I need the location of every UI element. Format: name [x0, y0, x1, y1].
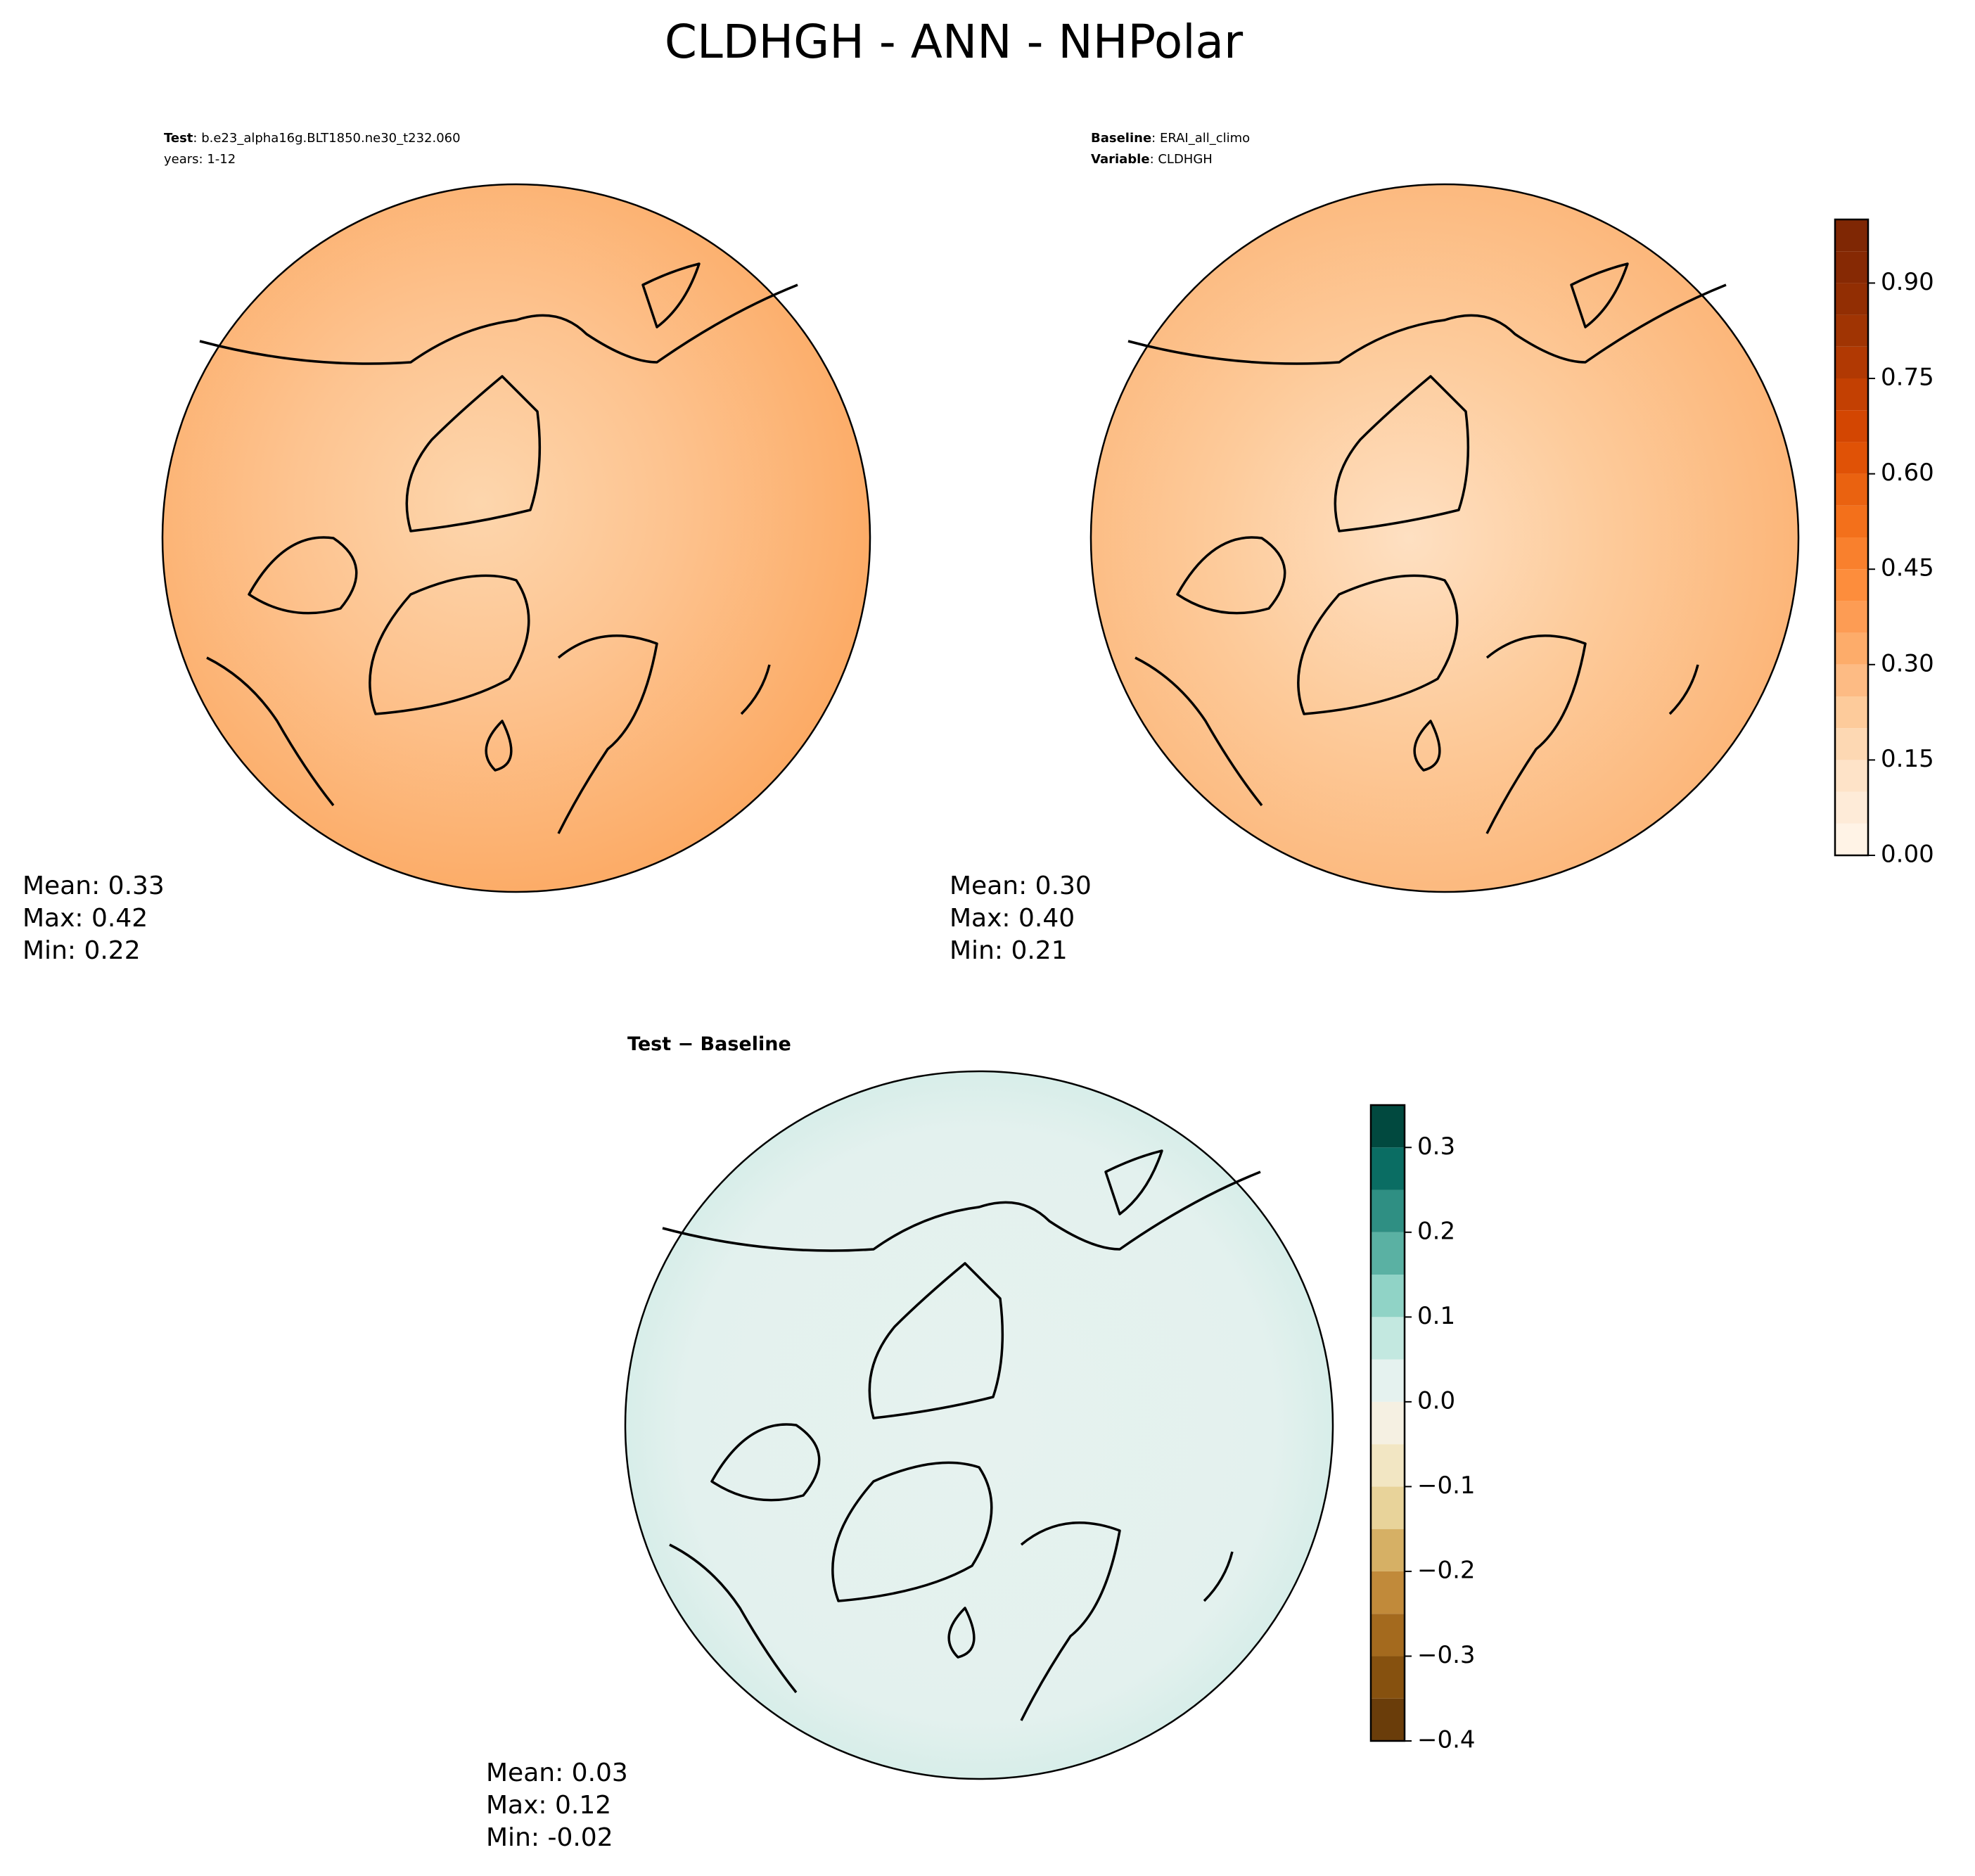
stat-line: Min: -0.02 — [486, 1823, 613, 1852]
colorbar-band — [1371, 1444, 1405, 1487]
colorbar-band — [1835, 632, 1868, 665]
colorbar-band — [1371, 1529, 1405, 1571]
colorbar-tick-label: −0.1 — [1417, 1472, 1476, 1500]
colorbar-band — [1835, 442, 1868, 474]
colorbar-band — [1371, 1275, 1405, 1317]
colorbar-tick-label: 0.00 — [1881, 841, 1934, 869]
colorbar-band — [1371, 1147, 1405, 1190]
stat-line: Mean: 0.03 — [486, 1759, 628, 1787]
panel-header: Variable: CLDHGH — [1091, 152, 1213, 167]
header-label: Variable — [1091, 152, 1150, 167]
colorbar-tick-label: 0.90 — [1881, 268, 1934, 296]
colorbar-tick-label: 0.30 — [1881, 649, 1934, 677]
colorbar-band — [1371, 1105, 1405, 1148]
colorbar-band — [1371, 1232, 1405, 1275]
colorbar-band — [1371, 1359, 1405, 1402]
colorbar-band — [1835, 537, 1868, 570]
colorbar-band — [1835, 664, 1868, 696]
colorbar-band — [1835, 410, 1868, 442]
colorbar-band — [1835, 505, 1868, 537]
stat-line: Min: 0.21 — [950, 936, 1068, 965]
colorbar-tick-label: 0.3 — [1417, 1132, 1455, 1161]
colorbar-tick-label: 0.1 — [1417, 1302, 1455, 1330]
colorbar-tick-label: −0.4 — [1417, 1726, 1476, 1754]
map-panel — [624, 1070, 1334, 1780]
colorbar-tick-label: 0.75 — [1881, 364, 1934, 392]
colorbar-band — [1835, 696, 1868, 729]
panel-header: Test: b.e23_alpha16g.BLT1850.ne30_t232.0… — [164, 131, 461, 146]
colorbar-tick-label: 0.15 — [1881, 745, 1934, 773]
colorbar-tick-label: 0.60 — [1881, 459, 1934, 487]
colorbar-band — [1835, 378, 1868, 411]
colorbar-tick-label: 0.0 — [1417, 1386, 1455, 1415]
colorbar-band — [1835, 823, 1868, 855]
stat-line: Max: 0.42 — [23, 904, 148, 933]
panel-header: Test − Baseline — [627, 1033, 791, 1055]
colorbar-band — [1835, 251, 1868, 283]
stat-line: Mean: 0.30 — [950, 872, 1092, 900]
map-disc — [624, 1070, 1334, 1780]
stat-line: Mean: 0.33 — [23, 872, 165, 900]
colorbar-tick-label: 0.45 — [1881, 554, 1934, 582]
colorbar-tick-label: 0.2 — [1417, 1217, 1455, 1245]
colorbar-band — [1835, 346, 1868, 378]
colorbar-band — [1835, 219, 1868, 252]
colorbar-band — [1371, 1614, 1405, 1657]
stat-line: Min: 0.22 — [23, 936, 141, 965]
colorbar-band — [1835, 473, 1868, 506]
map-panel — [161, 183, 871, 893]
colorbar-band — [1835, 314, 1868, 347]
header-label: Test — [164, 131, 193, 146]
panel-header: years: 1-12 — [164, 152, 236, 167]
colorbar-tick-label: −0.3 — [1417, 1641, 1476, 1669]
header-text: : ERAI_all_climo — [1151, 131, 1250, 146]
colorbar-tick-label: −0.2 — [1417, 1556, 1476, 1584]
colorbar-band — [1371, 1401, 1405, 1445]
colorbar-frame — [1834, 218, 1869, 857]
stat-line: Max: 0.40 — [950, 904, 1075, 933]
colorbar-band — [1371, 1571, 1405, 1614]
header-label: Test − Baseline — [627, 1033, 791, 1055]
colorbar-band — [1835, 601, 1868, 633]
panel-header: Baseline: ERAI_all_climo — [1091, 131, 1250, 146]
colorbar-band — [1371, 1317, 1405, 1360]
colorbar-frame — [1369, 1104, 1406, 1742]
map-disc — [1089, 183, 1800, 893]
colorbar-band — [1371, 1486, 1405, 1529]
header-text: years: 1-12 — [164, 152, 236, 167]
colorbar-band — [1371, 1656, 1405, 1699]
colorbar-band — [1835, 283, 1868, 315]
colorbar-band — [1371, 1189, 1405, 1232]
colorbar-band — [1835, 760, 1868, 792]
colorbar-band — [1835, 728, 1868, 760]
map-panel — [1089, 183, 1800, 893]
header-label: Baseline — [1091, 131, 1151, 146]
colorbar-band — [1835, 569, 1868, 601]
colorbar-band — [1371, 1698, 1405, 1741]
header-text: : b.e23_alpha16g.BLT1850.ne30_t232.060 — [193, 131, 460, 146]
map-disc — [161, 183, 871, 893]
colorbar-band — [1835, 791, 1868, 824]
header-text: : CLDHGH — [1150, 152, 1213, 167]
figure-title: CLDHGH - ANN - NHPolar — [665, 15, 1244, 69]
stat-line: Max: 0.12 — [486, 1791, 611, 1820]
